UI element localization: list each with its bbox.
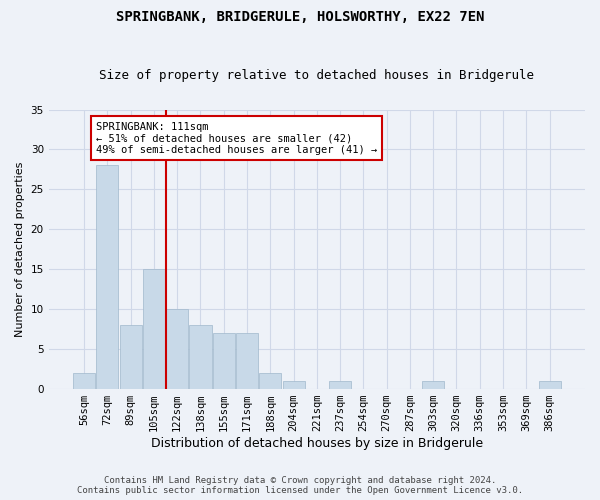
Bar	[329, 381, 351, 389]
Text: Contains HM Land Registry data © Crown copyright and database right 2024.
Contai: Contains HM Land Registry data © Crown c…	[77, 476, 523, 495]
Bar	[259, 373, 281, 389]
X-axis label: Distribution of detached houses by size in Bridgerule: Distribution of detached houses by size …	[151, 437, 483, 450]
Bar	[73, 373, 95, 389]
Bar	[166, 309, 188, 389]
Bar	[212, 333, 235, 389]
Bar	[190, 325, 212, 389]
Text: SPRINGBANK: 111sqm
← 51% of detached houses are smaller (42)
49% of semi-detache: SPRINGBANK: 111sqm ← 51% of detached hou…	[96, 122, 377, 154]
Bar	[119, 325, 142, 389]
Bar	[283, 381, 305, 389]
Bar	[97, 166, 118, 389]
Text: SPRINGBANK, BRIDGERULE, HOLSWORTHY, EX22 7EN: SPRINGBANK, BRIDGERULE, HOLSWORTHY, EX22…	[116, 10, 484, 24]
Bar	[236, 333, 258, 389]
Bar	[143, 270, 165, 389]
Title: Size of property relative to detached houses in Bridgerule: Size of property relative to detached ho…	[100, 69, 535, 82]
Bar	[422, 381, 444, 389]
Bar	[539, 381, 560, 389]
Y-axis label: Number of detached properties: Number of detached properties	[15, 162, 25, 337]
